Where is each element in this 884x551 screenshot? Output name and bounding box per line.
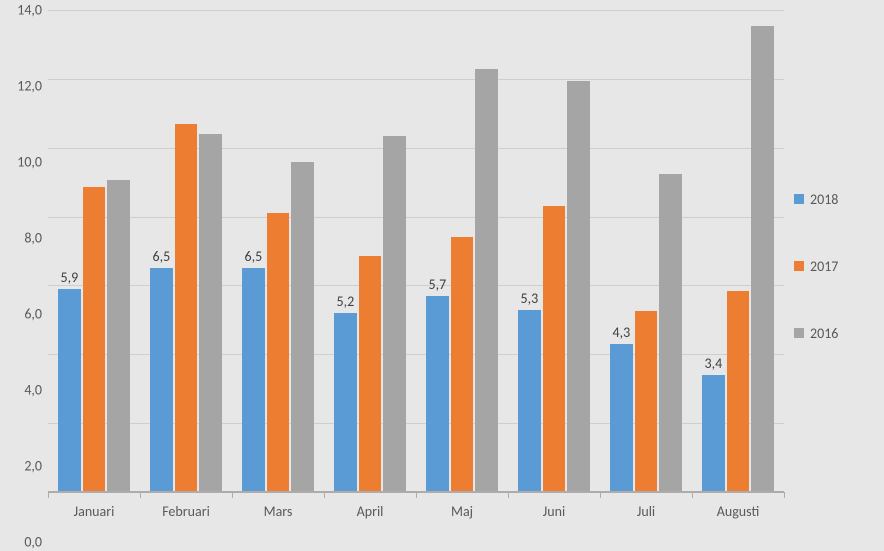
category-group: 3,4Augusti <box>692 10 784 492</box>
bar-2016 <box>567 81 590 492</box>
x-category-label: Augusti <box>692 503 784 520</box>
category-group: 5,9Januari <box>48 10 140 492</box>
bar-2018: 6,5 <box>242 268 265 492</box>
bar-2017 <box>359 256 382 492</box>
category-group: 5,7Maj <box>416 10 508 492</box>
bar-2017 <box>175 124 198 492</box>
x-category-label: Maj <box>416 503 508 520</box>
legend-swatch <box>794 328 804 338</box>
y-tick-label: 14,0 <box>0 2 42 19</box>
x-category-label: Januari <box>48 503 140 520</box>
y-tick-label: 8,0 <box>0 230 42 247</box>
legend-item-2018: 2018 <box>794 191 874 208</box>
x-tick <box>600 492 601 498</box>
bar-2017 <box>451 237 474 492</box>
bar-2018: 5,2 <box>334 313 357 492</box>
bars-area: 5,9Januari6,5Februari6,5Mars5,2April5,7M… <box>48 10 784 492</box>
category-group: 4,3Juli <box>600 10 692 492</box>
legend-label: 2018 <box>810 191 838 208</box>
bar-2016 <box>751 26 774 493</box>
x-tick <box>324 492 325 498</box>
bar-2017 <box>83 187 106 492</box>
legend-label: 2016 <box>810 325 838 342</box>
category-group: 5,2April <box>324 10 416 492</box>
x-tick <box>232 492 233 498</box>
plot-area: 5,9Januari6,5Februari6,5Mars5,2April5,7M… <box>0 0 794 532</box>
category-group: 5,3Juni <box>508 10 600 492</box>
bar-2018: 6,5 <box>150 268 173 492</box>
bar-value-label: 5,9 <box>60 269 78 286</box>
bar-2016 <box>107 180 130 492</box>
y-tick-label: 10,0 <box>0 153 42 170</box>
bar-value-label: 6,5 <box>152 248 170 265</box>
y-tick-label: 12,0 <box>0 77 42 94</box>
bar-2016 <box>659 174 682 492</box>
legend-swatch <box>794 194 804 204</box>
bar-2016 <box>383 136 406 492</box>
bar-2017 <box>727 291 750 492</box>
bar-2018: 3,4 <box>702 375 725 492</box>
x-tick <box>784 492 785 498</box>
bar-2016 <box>199 134 222 492</box>
bar-2016 <box>475 69 498 492</box>
bar-value-label: 5,2 <box>336 293 354 310</box>
x-tick <box>692 492 693 498</box>
bar-2018: 5,7 <box>426 296 449 492</box>
legend-swatch <box>794 261 804 271</box>
category-group: 6,5Februari <box>140 10 232 492</box>
bar-value-label: 3,4 <box>704 355 722 372</box>
legend-item-2016: 2016 <box>794 325 874 342</box>
chart-container: 5,9Januari6,5Februari6,5Mars5,2April5,7M… <box>0 0 884 532</box>
x-category-label: Februari <box>140 503 232 520</box>
bar-2017 <box>543 206 566 492</box>
bar-value-label: 6,5 <box>244 248 262 265</box>
bar-2016 <box>291 162 314 493</box>
x-category-label: April <box>324 503 416 520</box>
y-tick-label: 2,0 <box>0 458 42 475</box>
category-group: 6,5Mars <box>232 10 324 492</box>
bar-value-label: 4,3 <box>612 324 630 341</box>
bar-2017 <box>635 311 658 492</box>
x-tick <box>48 492 49 498</box>
bar-2018: 5,3 <box>518 310 541 492</box>
legend-label: 2017 <box>810 258 838 275</box>
bar-2017 <box>267 213 290 492</box>
bar-2018: 5,9 <box>58 289 81 492</box>
x-category-label: Juni <box>508 503 600 520</box>
x-axis-line <box>48 491 784 492</box>
bar-2018: 4,3 <box>610 344 633 492</box>
x-tick <box>416 492 417 498</box>
x-category-label: Mars <box>232 503 324 520</box>
y-tick-label: 0,0 <box>0 534 42 551</box>
bar-value-label: 5,7 <box>428 276 446 293</box>
x-category-label: Juli <box>600 503 692 520</box>
y-tick-label: 4,0 <box>0 382 42 399</box>
bar-value-label: 5,3 <box>520 290 538 307</box>
x-tick <box>140 492 141 498</box>
legend: 2018 2017 2016 <box>794 0 884 532</box>
legend-item-2017: 2017 <box>794 258 874 275</box>
y-tick-label: 6,0 <box>0 305 42 322</box>
x-tick <box>508 492 509 498</box>
